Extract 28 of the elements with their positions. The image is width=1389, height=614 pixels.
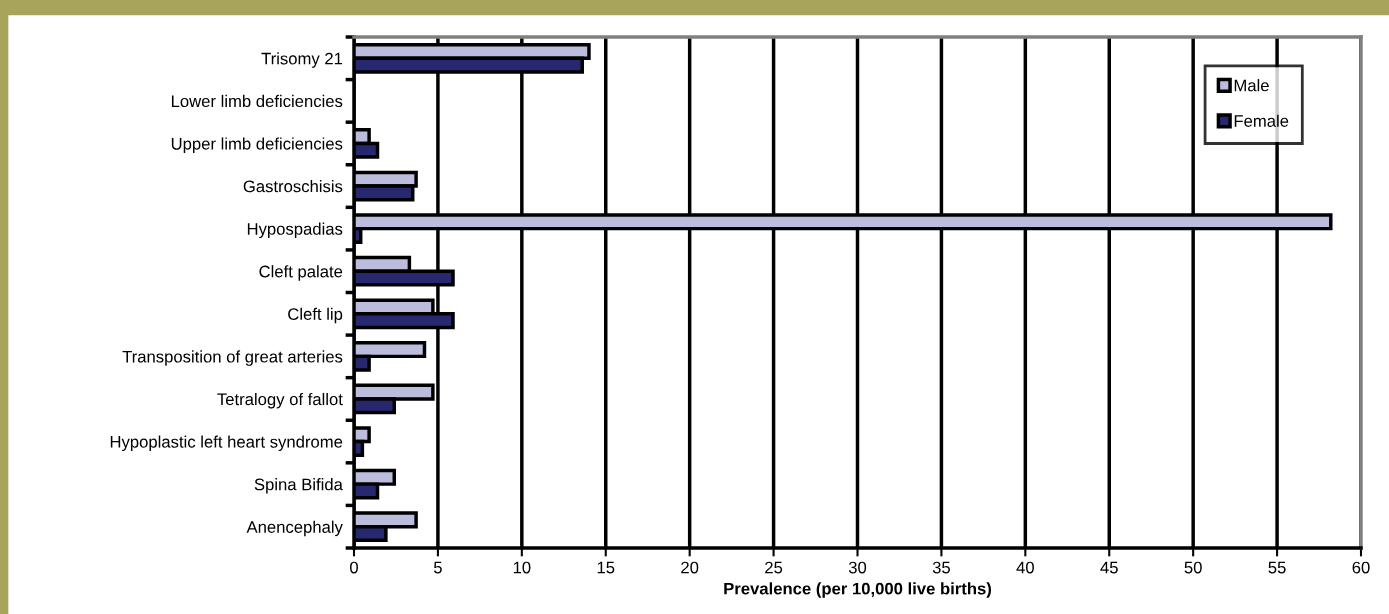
x-tick-label: 35 <box>932 561 950 574</box>
y-tick-label: Hypoplastic left heart syndrome <box>110 435 343 452</box>
y-tick-label: Cleft palate <box>259 265 343 281</box>
x-tick-label: 5 <box>433 561 442 574</box>
x-tick-label: 55 <box>1268 561 1286 574</box>
legend-label: Male <box>1234 79 1269 92</box>
y-tick-label: Spina Bifida <box>254 478 343 494</box>
y-tick-label: Lower limb deficiencies <box>171 94 343 108</box>
y-tick-label: Trisomy 21 <box>261 52 343 68</box>
y-tick-label: Cleft lip <box>288 307 343 324</box>
x-tick-label: 10 <box>513 561 531 574</box>
y-tick-label: Tetralogy of fallot <box>217 392 343 409</box>
legend-label: Female <box>1234 114 1289 127</box>
x-tick-label: 50 <box>1184 561 1202 574</box>
x-tick-label: 40 <box>1016 561 1034 574</box>
y-tick-label: Hypospadias <box>247 222 343 239</box>
x-tick-label: 25 <box>765 561 783 574</box>
x-tick-label: 45 <box>1100 561 1118 574</box>
x-tick-label: 60 <box>1352 561 1370 574</box>
y-tick-label: Gastroschisis <box>243 180 343 193</box>
x-tick-label: 15 <box>597 561 615 574</box>
y-tick-label: Transposition of great arteries <box>122 350 343 366</box>
x-axis-title: Prevalence (per 10,000 live births) <box>724 582 992 598</box>
x-tick-label: 0 <box>350 561 358 574</box>
x-tick-label: 20 <box>681 561 699 574</box>
y-tick-label: Anencephaly <box>246 520 343 537</box>
y-tick-label: Upper limb deficiencies <box>171 137 343 153</box>
x-tick-label: 30 <box>848 561 867 574</box>
